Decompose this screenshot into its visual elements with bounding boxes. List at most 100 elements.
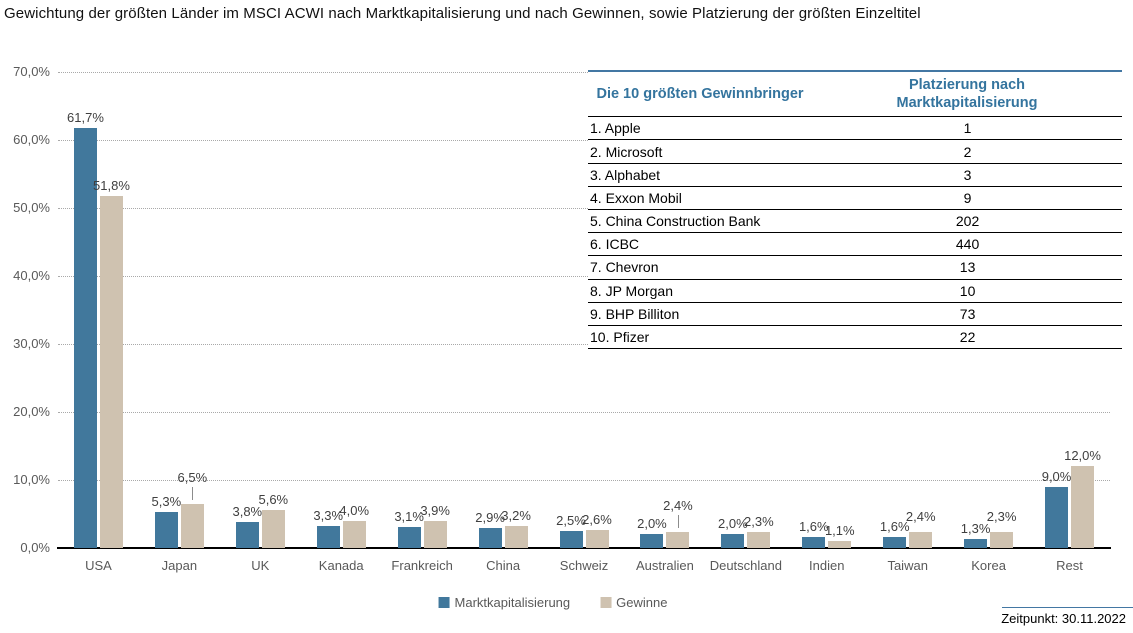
table-row: 9. BHP Billiton 73 [588, 303, 1122, 326]
gridline [58, 72, 1110, 73]
x-axis-category-label: Indien [809, 558, 845, 573]
bar-gewinne [585, 530, 609, 548]
bar-marktkapitalisierung [235, 522, 259, 548]
table-cell-rank: 202 [955, 213, 980, 230]
bar-value-label: 2,4% [905, 508, 936, 524]
x-axis-category-label: Rest [1056, 558, 1083, 573]
bar-value-label: 61,7% [67, 110, 104, 126]
bar-value-label: 2,5% [556, 513, 586, 528]
x-axis-category-label: Schweiz [559, 558, 609, 573]
bar-marktkapitalisierung [721, 534, 745, 548]
table-cell-company: 8. JP Morgan [590, 282, 674, 299]
table-cell-company: 10. Pfizer [590, 329, 650, 346]
bar-value-label: 51,8% [93, 177, 130, 193]
bar-value-label: 6,5% [177, 469, 208, 485]
table-header-company: Die 10 größten Gewinnbringer [596, 86, 804, 103]
table-cell-rank: 9 [963, 189, 972, 206]
bar-marktkapitalisierung [964, 539, 988, 548]
x-axis-category-label: Kanada [318, 558, 364, 573]
chart-title: Gewichtung der größten Länder im MSCI AC… [4, 5, 921, 22]
table-cell-rank: 10 [959, 282, 976, 299]
bar-marktkapitalisierung [559, 531, 583, 548]
table-cell-company: 6. ICBC [590, 236, 640, 253]
table-body: 1. Apple 1 2. Microsoft 2 3. Alphabet 3 4. Exx… [588, 117, 1122, 350]
x-axis-category-label: USA [85, 558, 112, 573]
table-cell-rank: 13 [959, 259, 976, 276]
bar-value-label: 2,9% [475, 510, 505, 526]
x-axis-category-label: Deutschland [709, 558, 782, 573]
y-axis-tick-label: 20,0% [13, 404, 50, 419]
bar-value-label: 5,6% [258, 491, 289, 507]
bar-marktkapitalisierung [1045, 486, 1069, 548]
top-gainers-table: Die 10 größten Gewinnbringer Platzierung… [588, 70, 1122, 350]
y-axis-tick-label: 40,0% [13, 268, 50, 283]
table-cell-company: 4. Exxon Mobil [590, 189, 682, 206]
table-row: 8. JP Morgan 10 [588, 280, 1122, 303]
table-row: 4. Exxon Mobil 9 [588, 187, 1122, 210]
label-leader-line [192, 486, 194, 500]
bar-value-label: 1,3% [960, 521, 991, 537]
y-axis-tick-label: 10,0% [13, 472, 50, 487]
bar-value-label: 3,1% [394, 508, 424, 524]
x-axis-category-label: Korea [971, 558, 1006, 573]
bar-value-label: 12,0% [1064, 448, 1101, 464]
table-cell-rank: 2 [963, 143, 972, 160]
y-axis-tick-label: 60,0% [13, 132, 50, 147]
gridline [58, 208, 1110, 209]
table-cell-rank: 73 [959, 305, 976, 322]
bar-gewinne [261, 509, 285, 548]
bar-marktkapitalisierung [397, 526, 421, 548]
bar-marktkapitalisierung [316, 525, 340, 548]
bar-value-label: 3,3% [313, 507, 344, 523]
bar-value-label: 2,3% [986, 509, 1017, 525]
bar-gewinne [423, 521, 447, 548]
bar-gewinne [342, 520, 366, 548]
bar-value-label: 2,6% [582, 512, 612, 528]
bar-value-label: 1,6% [798, 519, 829, 535]
x-axis-category-label: China [486, 558, 521, 573]
x-axis-category-label: UK [251, 558, 270, 573]
table-row: 7. Chevron 13 [588, 256, 1122, 280]
table-header-row: Die 10 größten Gewinnbringer Platzierung… [588, 72, 1122, 118]
bar-marktkapitalisierung [154, 511, 178, 548]
bar-value-label: 1,1% [824, 522, 855, 538]
legend-item-marktkapitalisierung: Marktkapitalisierung [438, 595, 570, 610]
table-row: 10. Pfizer 22 [588, 326, 1122, 350]
bar-marktkapitalisierung [640, 534, 664, 548]
bar-value-label: 2,0% [718, 516, 748, 532]
table-cell-company: 7. Chevron [590, 259, 659, 276]
bar-gewinne [909, 531, 933, 548]
legend-swatch-icon [600, 597, 612, 608]
bar-gewinne [180, 503, 204, 548]
bar-value-label: 3,2% [501, 508, 531, 524]
bar-value-label: 2,0% [637, 516, 667, 532]
bar-marktkapitalisierung [478, 528, 502, 548]
chart-legend: Marktkapitalisierung Gewinne [438, 595, 667, 610]
bar-value-label: 5,3% [151, 493, 182, 509]
bar-marktkapitalisierung [883, 537, 907, 548]
bar-value-label: 2,4% [663, 497, 693, 513]
bar-gewinne [990, 532, 1014, 548]
x-axis-line [57, 547, 1111, 549]
x-axis-category-label: Australien [636, 558, 694, 573]
x-axis-category-label: Japan [161, 558, 198, 573]
gridline [58, 344, 1110, 345]
table-row: 6. ICBC 440 [588, 233, 1122, 257]
bar-value-label: 3,9% [420, 503, 450, 519]
table-row: 3. Alphabet 3 [588, 164, 1122, 187]
bar-value-label: 1,6% [879, 519, 910, 535]
table-header-rank-text: Platzierung nach Marktkapitalisierung [896, 77, 1038, 112]
legend-swatch-icon [438, 597, 450, 608]
bar-gewinne [1071, 466, 1095, 548]
y-axis-tick-label: 70,0% [13, 64, 50, 79]
bar-value-label: 4,0% [339, 502, 370, 518]
table-row: 5. China Construction Bank 202 [588, 210, 1122, 234]
table-row: 2. Microsoft 2 [588, 140, 1122, 164]
table-cell-rank: 1 [963, 120, 972, 137]
bar-gewinne [99, 195, 123, 548]
gridline [58, 412, 1110, 413]
table-cell-rank: 22 [959, 329, 976, 346]
table-cell-company: 5. China Construction Bank [590, 213, 761, 230]
bar-marktkapitalisierung [73, 128, 97, 548]
